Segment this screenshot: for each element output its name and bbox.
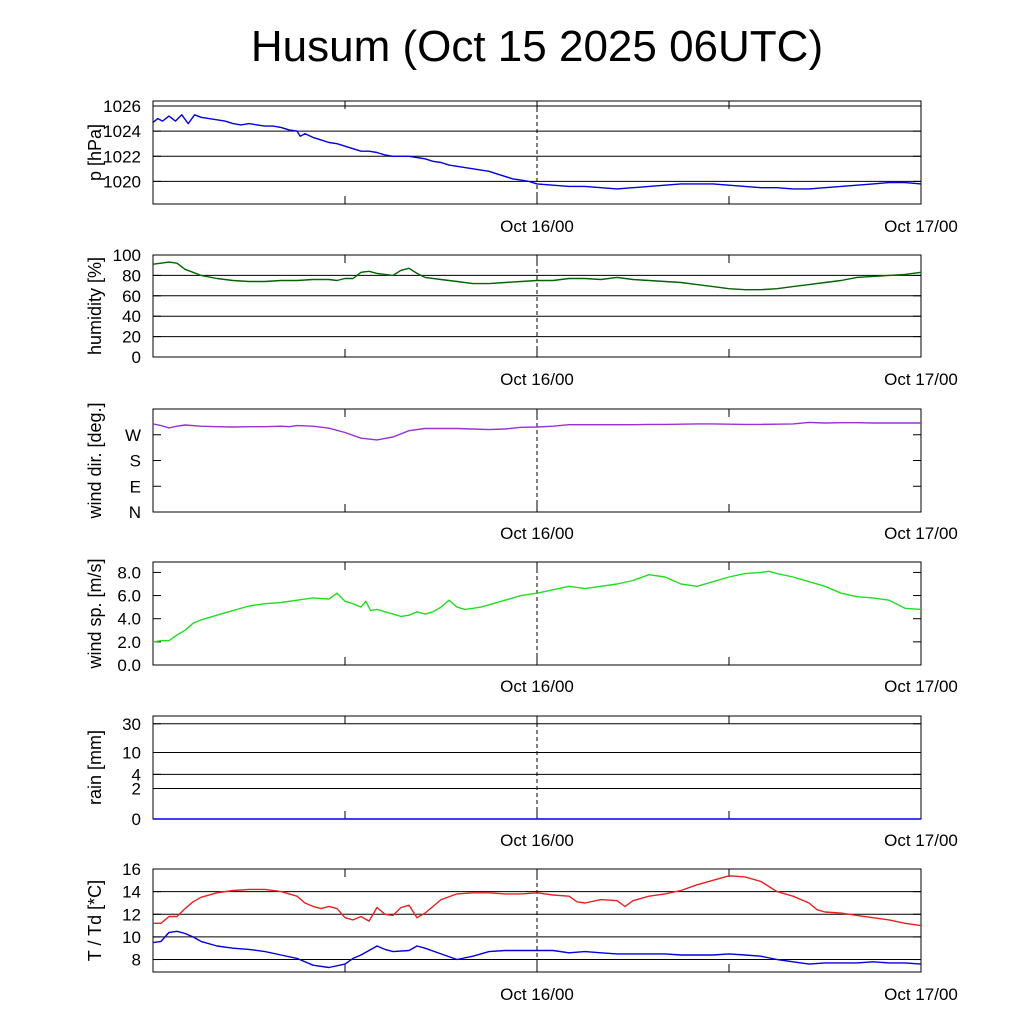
temperature-x-tick-label: Oct 17/00 <box>884 985 958 1004</box>
wind_speed-y-axis-label: wind sp. [m/s] <box>85 558 105 669</box>
temperature-y-tick-label: 12 <box>122 905 141 924</box>
humidity-y-tick-label: 0 <box>132 348 141 367</box>
temperature-x-tick-label: Oct 16/00 <box>500 985 574 1004</box>
rain-x-tick-label: Oct 16/00 <box>500 831 574 850</box>
rain-y-tick-label: 2 <box>132 780 141 799</box>
rain-y-tick-label: 10 <box>122 743 141 762</box>
temperature-y-tick-label: 10 <box>122 928 141 947</box>
rain-y-tick-label: 0 <box>132 810 141 829</box>
wind_dir-y-tick-label: N <box>129 503 141 522</box>
temperature-y-axis-label: T / Td [*C] <box>85 880 105 961</box>
wind_speed-y-tick-label: 8.0 <box>117 563 141 582</box>
pressure-series-line-0 <box>152 114 922 190</box>
wind_speed-y-tick-label: 0.0 <box>117 656 141 675</box>
temperature-y-tick-label: 14 <box>122 883 141 902</box>
humidity-series-line-0 <box>152 261 922 291</box>
humidity-y-tick-label: 40 <box>122 307 141 326</box>
rain-x-tick-label: Oct 17/00 <box>884 831 958 850</box>
humidity-x-tick-label: Oct 16/00 <box>500 370 574 389</box>
wind_speed-x-tick-label: Oct 16/00 <box>500 677 574 696</box>
pressure-y-axis-label: p [hPa] <box>85 124 105 181</box>
humidity-y-tick-label: 100 <box>113 246 141 265</box>
wind_speed-series-line-0 <box>152 570 922 643</box>
wind_dir-series-line-0 <box>152 421 921 441</box>
wind_dir-x-tick-label: Oct 17/00 <box>884 524 958 543</box>
wind_dir-y-tick-label: W <box>125 426 141 445</box>
rain-y-tick-label: 30 <box>122 715 141 734</box>
wind_dir-x-tick-label: Oct 16/00 <box>500 524 574 543</box>
rain-y-axis-label: rain [mm] <box>85 730 105 805</box>
humidity-y-tick-label: 60 <box>122 287 141 306</box>
pressure-x-tick-label: Oct 16/00 <box>500 217 574 236</box>
pressure-y-tick-label: 1022 <box>103 147 141 166</box>
temperature-series-line-0 <box>153 875 922 927</box>
temperature-y-tick-label: 16 <box>122 860 141 879</box>
wind_speed-x-tick-label: Oct 17/00 <box>884 677 958 696</box>
temperature-series-line-1 <box>152 930 922 969</box>
humidity-x-tick-label: Oct 17/00 <box>884 370 958 389</box>
pressure-y-tick-label: 1024 <box>103 122 141 141</box>
humidity-y-axis-label: humidity [%] <box>85 257 105 355</box>
pressure-y-tick-label: 1020 <box>103 172 141 191</box>
temperature-y-tick-label: 8 <box>132 951 141 970</box>
wind_dir-y-axis-label: wind dir. [deg.] <box>85 402 105 519</box>
wind_dir-y-tick-label: S <box>130 452 141 471</box>
rain-y-tick-label: 4 <box>132 765 141 784</box>
wind_dir-y-tick-label: E <box>130 477 141 496</box>
humidity-y-tick-label: 80 <box>122 266 141 285</box>
humidity-y-tick-label: 20 <box>122 328 141 347</box>
pressure-x-tick-label: Oct 17/00 <box>884 217 958 236</box>
pressure-y-tick-label: 1026 <box>103 97 141 116</box>
wind_speed-y-tick-label: 6.0 <box>117 587 141 606</box>
chart-title: Husum (Oct 15 2025 06UTC) <box>250 22 824 71</box>
wind_speed-y-tick-label: 4.0 <box>117 610 141 629</box>
wind_speed-y-tick-label: 2.0 <box>117 633 141 652</box>
